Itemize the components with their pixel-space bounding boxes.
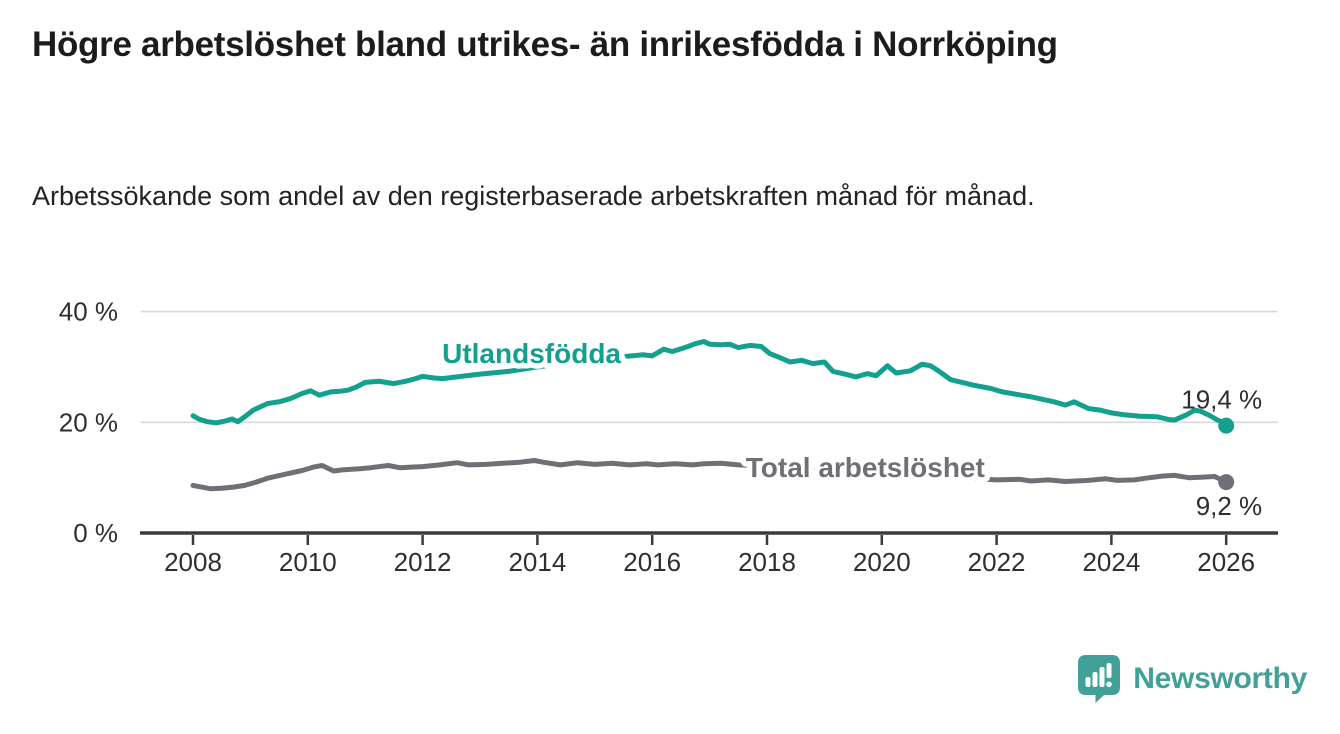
x-tick-label: 2024 <box>1082 547 1140 577</box>
chart-subtitle: Arbetssökande som andel av den registerb… <box>32 181 1035 211</box>
y-tick-label: 20 % <box>59 407 118 437</box>
x-tick-label: 2022 <box>968 547 1026 577</box>
brand-name: Newsworthy <box>1133 662 1307 695</box>
newsworthy-logo: Newsworthy <box>1078 655 1307 703</box>
series-end-value: 9,2 % <box>1196 491 1263 521</box>
series-end-dot <box>1218 417 1235 434</box>
x-tick-label: 2014 <box>508 547 566 577</box>
series-end-dot <box>1218 474 1235 491</box>
series-label-utlandsfodda: Utlandsfödda <box>442 338 621 369</box>
series-line-total <box>190 458 1229 492</box>
line-chart: 0 % 20 % 40 % Utlandsfödda Total arbetslöshe… <box>59 297 1278 577</box>
x-tick-label: 2010 <box>279 547 337 577</box>
x-tick-label: 2018 <box>738 547 796 577</box>
page-title: Högre arbetslöshet bland utrikes- än inr… <box>32 25 1058 64</box>
y-tick-label: 40 % <box>59 297 118 327</box>
y-tick-label: 0 % <box>73 518 118 548</box>
x-tick-label: 2020 <box>853 547 911 577</box>
series-end-value: 19,4 % <box>1181 385 1262 415</box>
x-tick-label: 2026 <box>1197 547 1255 577</box>
x-tick-label: 2016 <box>623 547 681 577</box>
x-tick-label: 2012 <box>394 547 452 577</box>
x-tick-label: 2008 <box>164 547 222 577</box>
series-line-utlandsfodda <box>190 339 1229 429</box>
bar-chart-speech-bubble-icon <box>1078 655 1121 703</box>
series-label-total: Total arbetslöshet <box>746 452 985 483</box>
